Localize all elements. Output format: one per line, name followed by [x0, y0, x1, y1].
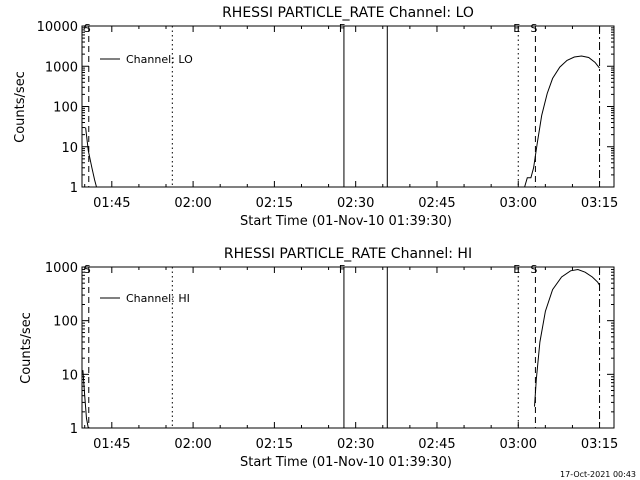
panel-lo-marker-label: E — [513, 22, 520, 35]
panel-hi-series-line — [534, 268, 600, 407]
panel-hi-marker-label: E — [513, 263, 520, 276]
panel-lo-series-line — [85, 127, 97, 188]
panel-hi-xtick-label: 02:15 — [256, 437, 293, 452]
panel-hi-xtick-label: 03:00 — [500, 437, 537, 452]
panel-hi-series-line — [82, 370, 89, 429]
panel-lo-xtick-label: 02:45 — [418, 196, 455, 211]
panel-hi: RHESSI PARTICLE_RATE Channel: HI Counts/… — [19, 246, 618, 470]
panel-hi-ytick-label: 10 — [61, 368, 78, 383]
panel-hi-xlabel: Start Time (01-Nov-10 01:39:30) — [240, 455, 452, 470]
panel-hi-ylabel: Counts/sec — [19, 312, 34, 384]
panel-lo-marker-label: S — [530, 22, 537, 35]
panel-lo-xtick-label: 03:00 — [500, 196, 537, 211]
panel-lo-legend-label: Channel: LO — [126, 53, 193, 66]
panel-lo-xlabel: Start Time (01-Nov-10 01:39:30) — [240, 214, 452, 229]
panel-lo-title: RHESSI PARTICLE_RATE Channel: LO — [222, 5, 474, 21]
panel-hi-marker-label: S — [84, 263, 91, 276]
panel-lo-ylabel: Counts/sec — [13, 71, 28, 143]
panel-hi-marker-label: S — [530, 263, 537, 276]
panel-lo-ytick-label: 1000 — [45, 60, 78, 75]
panel-hi-ytick-label: 1 — [70, 422, 78, 437]
panel-lo-ytick-label: 10 — [61, 141, 78, 156]
panel-lo-series-line — [524, 55, 600, 188]
panel-lo-xtick-label: 01:45 — [93, 196, 130, 211]
panel-hi-xtick-label: 02:30 — [337, 437, 374, 452]
panel-lo-marker-label: F — [339, 22, 345, 35]
panel-lo: RHESSI PARTICLE_RATE Channel: LO Counts/… — [13, 5, 618, 229]
panel-hi-xtick-label: 03:15 — [581, 437, 618, 452]
panel-lo-ytick-label: 10000 — [37, 20, 78, 35]
panel-lo-xtick-label: 02:30 — [337, 196, 374, 211]
panel-hi-xtick-label: 02:45 — [418, 437, 455, 452]
footer-timestamp: 17-Oct-2021 00:43 — [560, 470, 636, 479]
panel-lo-xtick-label: 02:15 — [256, 196, 293, 211]
panel-lo-marks: 01:45 02:00 02:15 02:30 02:45 03:00 03:15 1 10 10… — [37, 20, 619, 211]
panel-hi-ytick-label: 1000 — [45, 261, 78, 276]
panel-lo-ytick-label: 1 — [70, 181, 78, 196]
panel-lo-xtick-label: 02:00 — [174, 196, 211, 211]
panel-hi-title: RHESSI PARTICLE_RATE Channel: HI — [224, 246, 472, 262]
panel-lo-marker-label: S — [84, 22, 91, 35]
panel-lo-ytick-label: 100 — [53, 101, 78, 116]
panel-hi-xtick-label: 02:00 — [174, 437, 211, 452]
panel-hi-xtick-label: 01:45 — [93, 437, 130, 452]
panel-hi-marks: 01:45 02:00 02:15 02:30 02:45 03:00 03:15 1 10 10… — [45, 261, 618, 452]
panel-lo-xtick-label: 03:15 — [581, 196, 618, 211]
panel-hi-ytick-label: 100 — [53, 315, 78, 330]
panel-hi-plot-frame — [81, 266, 615, 429]
panel-hi-legend-label: Channel: HI — [126, 292, 190, 305]
panel-hi-marker-label: F — [339, 263, 345, 276]
